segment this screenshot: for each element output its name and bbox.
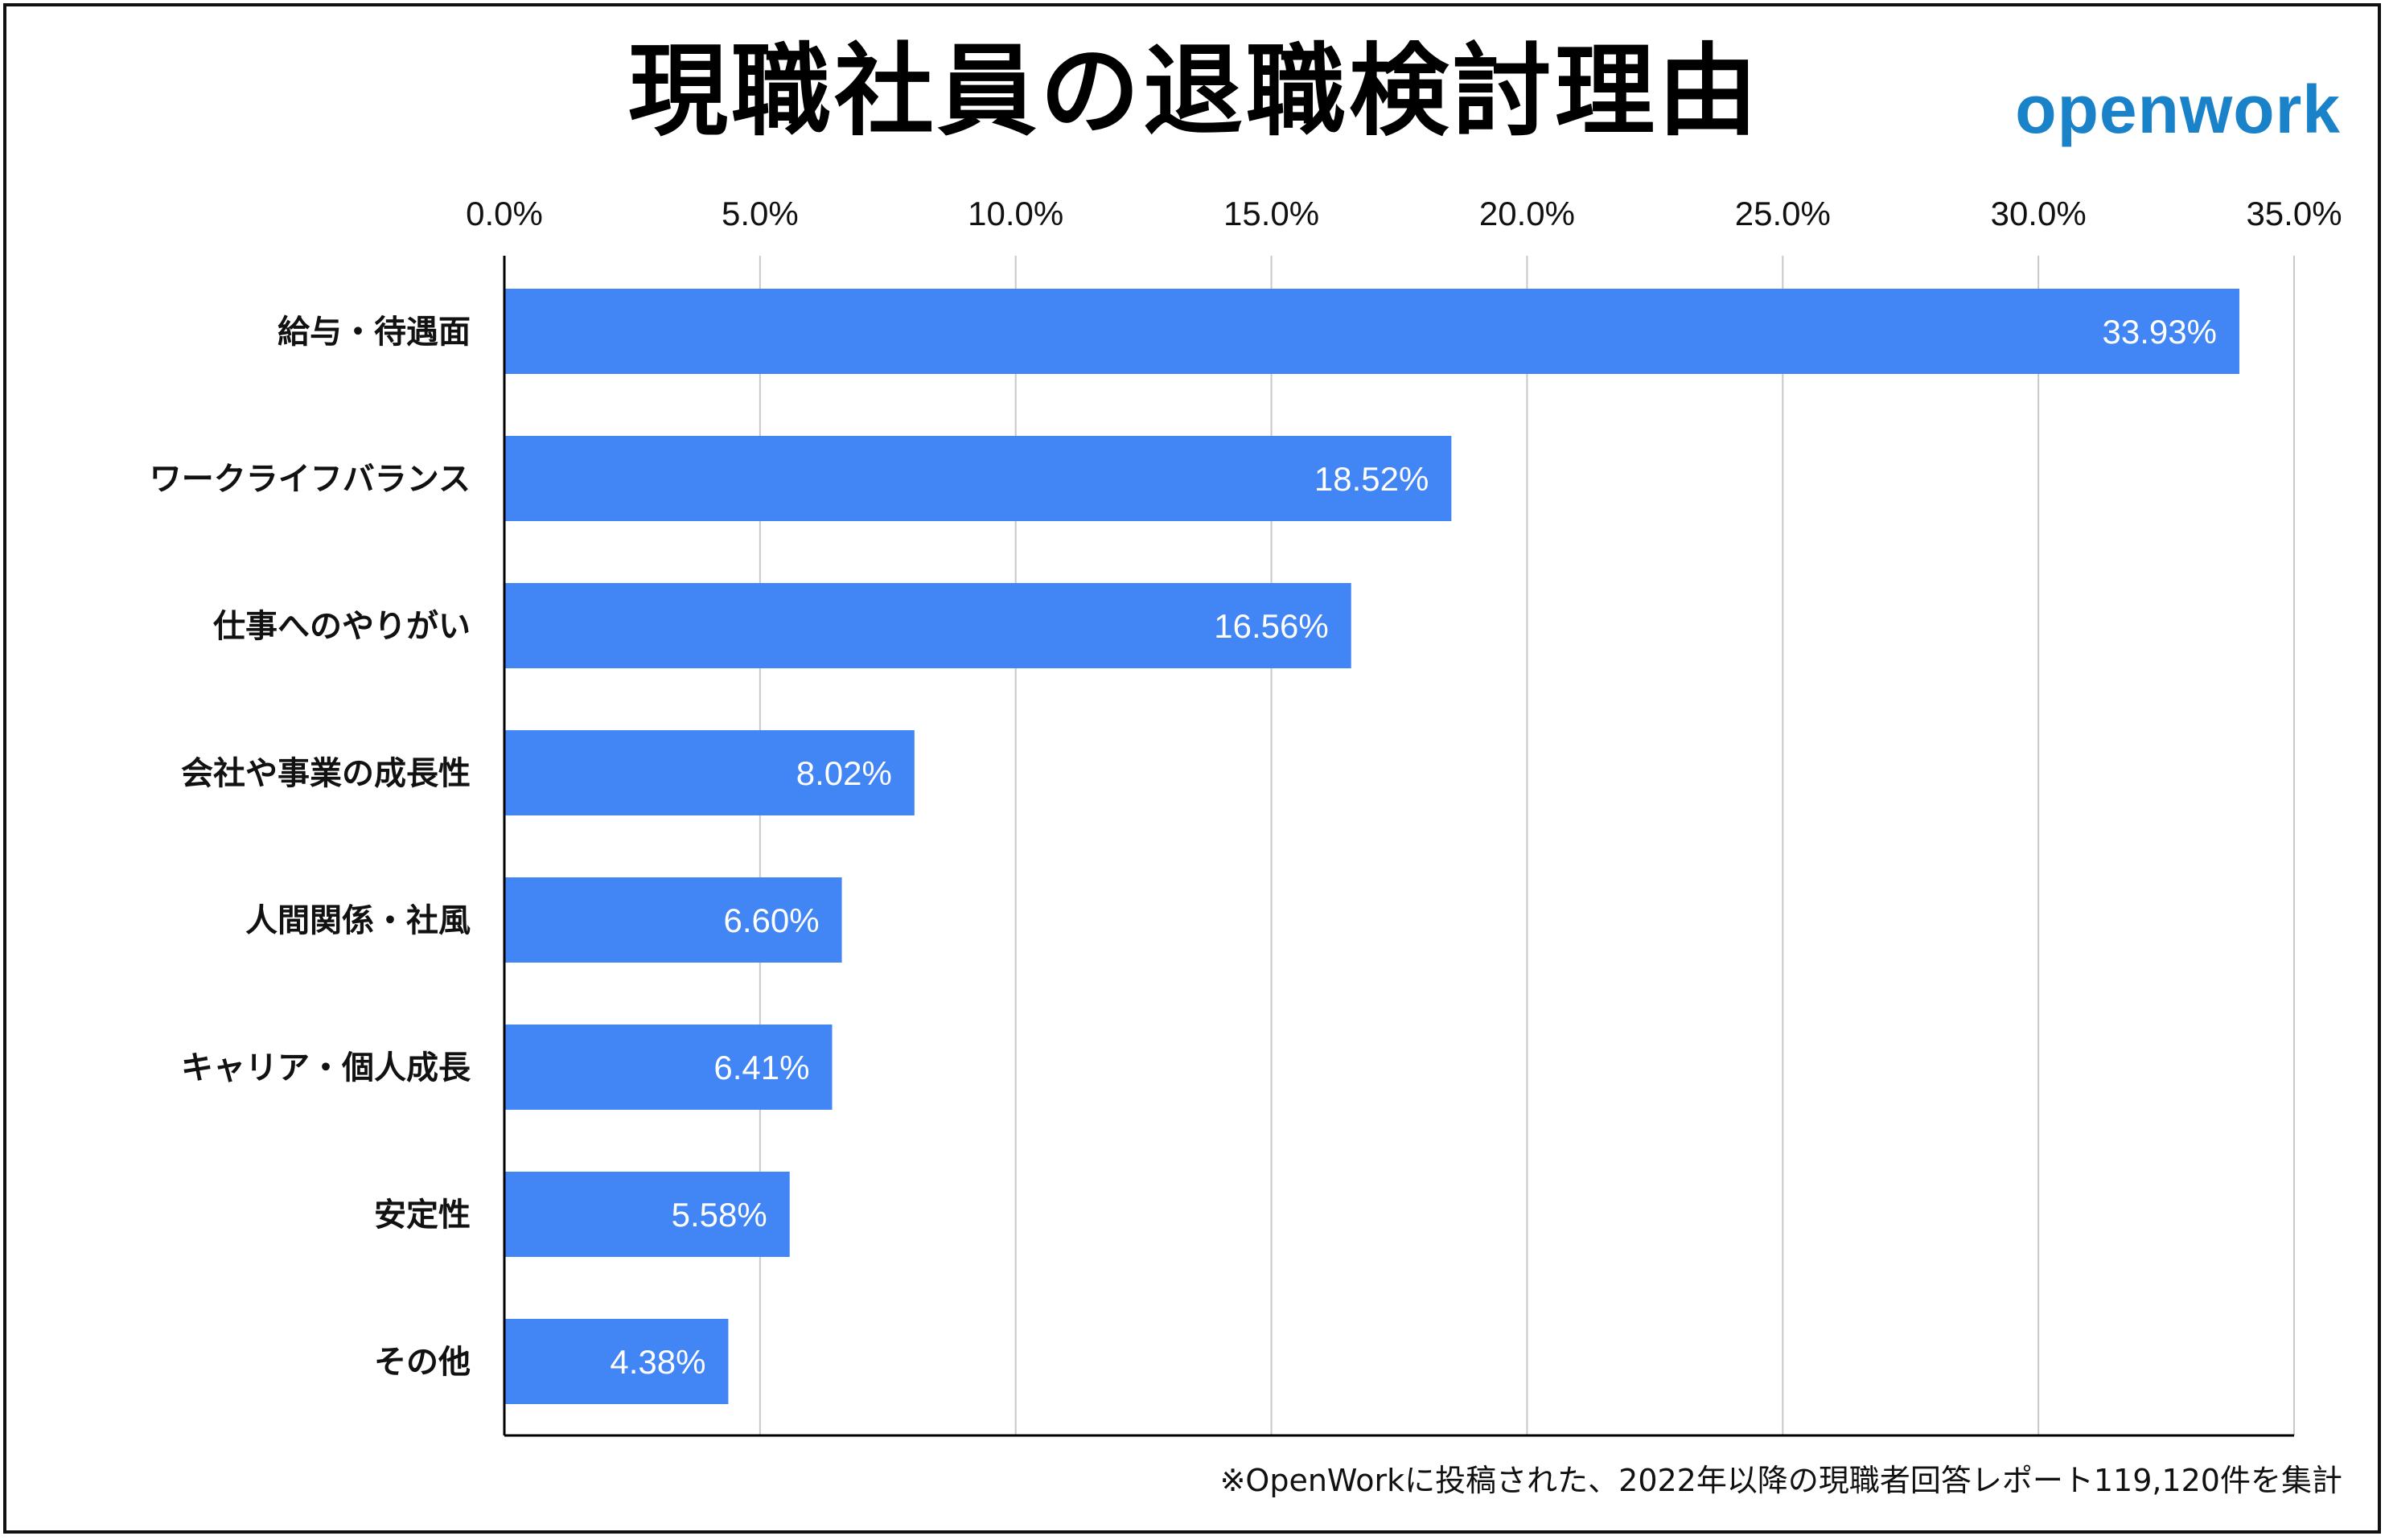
x-tick-label: 30.0% <box>1991 195 2087 232</box>
bar <box>504 1319 729 1404</box>
data-label: 5.58% <box>672 1196 767 1234</box>
category-label: 人間関係・社風 <box>245 902 471 939</box>
x-tick-label: 5.0% <box>722 195 799 232</box>
bar <box>504 730 915 815</box>
bar <box>504 1172 790 1257</box>
data-label: 6.60% <box>723 901 819 939</box>
data-label: 16.56% <box>1214 607 1328 645</box>
category-label: 会社や事業の成長性 <box>181 755 471 792</box>
openwork-logo: openwork <box>2015 72 2341 147</box>
category-label: キャリア・個人成長 <box>181 1049 471 1086</box>
category-label: ワークライフバランス <box>150 461 471 498</box>
grid-lines <box>759 256 2295 1435</box>
bar <box>504 436 1452 521</box>
x-axis-tick-labels: 0.0% 5.0% 10.0% 15.0% 20.0% 25.0% 30.0% 35.0% <box>466 195 2342 232</box>
category-label: その他 <box>374 1344 471 1381</box>
data-label: 18.52% <box>1314 460 1429 498</box>
data-labels: 33.93% 18.52% 16.56% 8.02% 6.60% 6.41% 5.58% 4.… <box>610 313 2217 1381</box>
data-label: 33.93% <box>2103 313 2217 351</box>
bar <box>504 877 842 963</box>
category-label: 安定性 <box>374 1197 471 1234</box>
category-labels: 給与・待遇面ワークライフバランス仕事へのやりがい会社や事業の成長性人間関係・社風… <box>150 314 471 1381</box>
footnote: ※OpenWorkに投稿された、2022年以降の現職者回答レポート119,120… <box>1219 1463 2342 1498</box>
bar <box>504 1025 833 1110</box>
x-tick-label: 15.0% <box>1223 195 1319 232</box>
x-tick-label: 35.0% <box>2246 195 2342 232</box>
chart-title: 現職社員の退職検討理由 <box>627 34 1761 150</box>
category-label: 仕事へのやりがい <box>213 608 471 645</box>
x-tick-label: 25.0% <box>1735 195 1831 232</box>
category-label: 給与・待遇面 <box>278 314 471 351</box>
data-label: 6.41% <box>713 1049 809 1086</box>
bar <box>504 289 2239 374</box>
x-tick-label: 0.0% <box>466 195 543 232</box>
x-tick-label: 20.0% <box>1479 195 1575 232</box>
x-tick-label: 10.0% <box>968 195 1063 232</box>
bars <box>504 289 2239 1404</box>
data-label: 4.38% <box>610 1343 705 1381</box>
data-label: 8.02% <box>796 754 892 792</box>
chart-frame <box>3 3 2381 1534</box>
axes <box>503 256 2294 1437</box>
bar <box>504 583 1351 668</box>
